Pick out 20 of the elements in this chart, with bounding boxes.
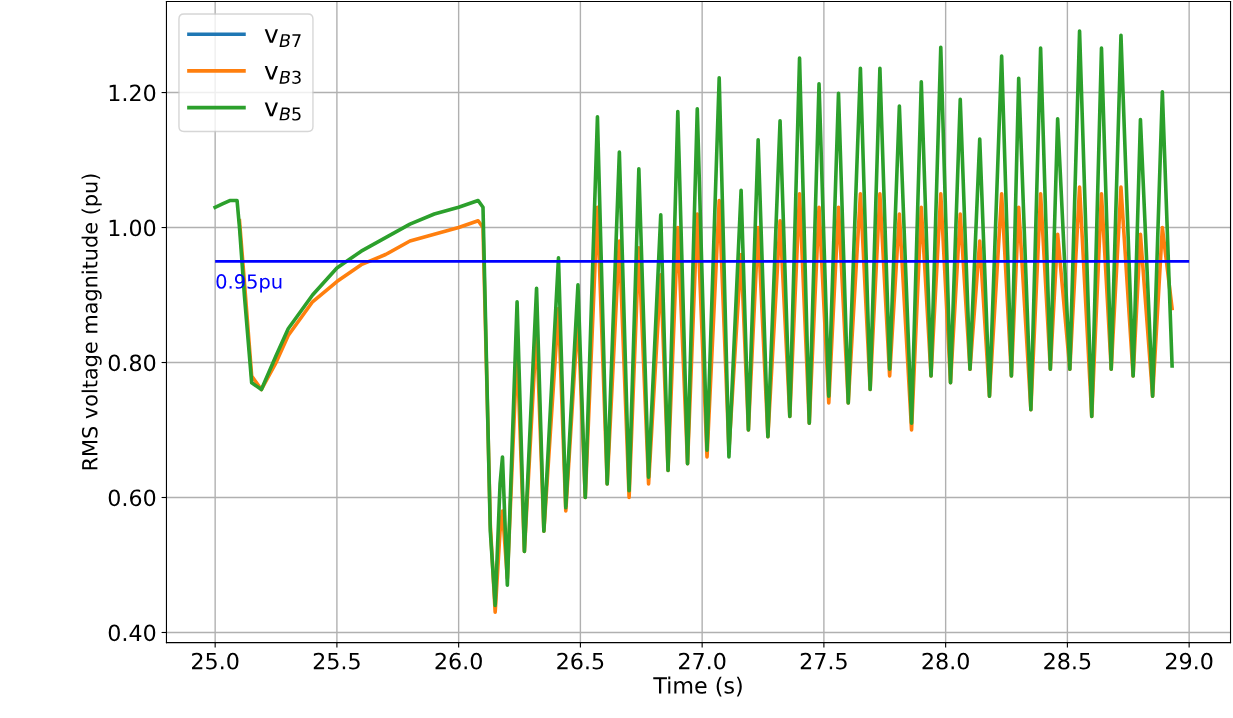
x-tick-label: 28.5 [1044, 652, 1091, 670]
y-tick-label: 1.20 [109, 84, 156, 102]
x-tick-label: 26.5 [557, 652, 604, 670]
legend-label: v$_{B5}$ [264, 102, 301, 121]
legend-label: v$_{B3}$ [264, 65, 301, 84]
y-tick-label: 0.80 [108, 354, 156, 372]
y-axis-title: RMS voltage magnitude (pu) [81, 174, 102, 470]
y-tick-label: 0.60 [108, 489, 156, 507]
x-tick-label: 28.0 [922, 652, 969, 670]
x-tick-label: 25.5 [313, 652, 360, 670]
y-tick-label: 0.40 [108, 624, 156, 642]
x-axis-title: Time (s) [653, 676, 742, 697]
legend-label: v$_{B7}$ [264, 29, 301, 47]
y-tick-label: 1.00 [109, 219, 156, 237]
x-tick-label: 25.0 [192, 652, 239, 670]
x-tick-label: 26.0 [435, 652, 482, 670]
x-tick-label: 29.0 [1166, 652, 1213, 670]
line-series [213, 29, 1174, 608]
x-tick-label: 27.0 [679, 652, 726, 670]
x-tick-label: 27.5 [800, 652, 847, 670]
